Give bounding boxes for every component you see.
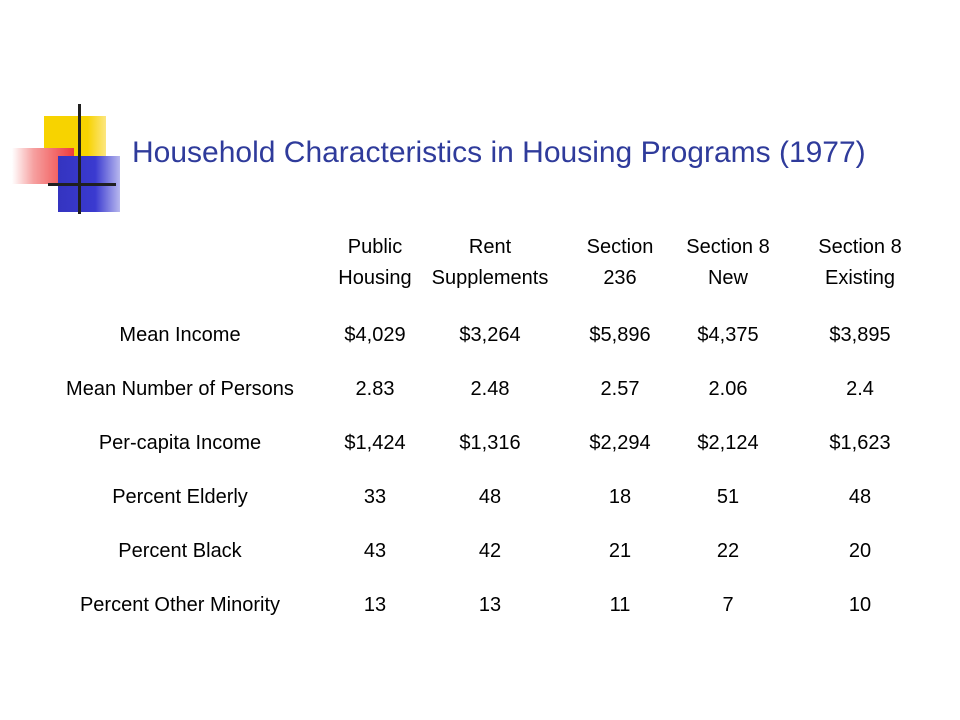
column-header-line1: Rent (468, 236, 512, 258)
table-cell: 48 (848, 486, 872, 508)
column-header-section-8-new: Section 8 New (668, 232, 788, 294)
table-cell: 13 (478, 594, 502, 616)
table-cell: $4,375 (697, 324, 759, 346)
table-cell: 42 (478, 540, 502, 562)
table-cell: $3,895 (829, 324, 891, 346)
column-header-rent-supplements: Rent Supplements (420, 232, 560, 294)
column-header-line1: Section 8 (686, 236, 770, 258)
column-header-line2: New (707, 267, 748, 289)
column-header-line2: Supplements (431, 267, 549, 289)
table-cell: 20 (848, 540, 872, 562)
decor-vertical-line (78, 104, 81, 214)
table-cell: 48 (478, 486, 502, 508)
column-header-public-housing: Public Housing (320, 232, 430, 294)
table-cell: $2,294 (589, 432, 651, 454)
table-cell: $4,029 (344, 324, 406, 346)
table-cell: 33 (363, 486, 387, 508)
table-cell: $1,424 (344, 432, 406, 454)
column-header-line1: Public (347, 236, 403, 258)
table-cell: 2.57 (600, 378, 640, 400)
column-header-line1: Section 8 (818, 236, 902, 258)
table-cell: $5,896 (589, 324, 651, 346)
table-cell: 2.06 (708, 378, 748, 400)
table-cell: 10 (848, 594, 872, 616)
decor-horizontal-line (48, 183, 116, 186)
table-cell: 43 (363, 540, 387, 562)
table-cell: 7 (722, 594, 734, 616)
column-header-section-236: Section 236 (570, 232, 670, 294)
table-cell: 13 (363, 594, 387, 616)
table-cell: 22 (716, 540, 740, 562)
column-header-line2: Housing (338, 267, 412, 289)
column-header-line2: Existing (824, 267, 896, 289)
column-header-line2: 236 (603, 267, 637, 289)
table-cell: 51 (716, 486, 740, 508)
column-header-line1: Section (586, 236, 654, 258)
table-cell: $2,124 (697, 432, 759, 454)
table-cell: 21 (608, 540, 632, 562)
table-cell: 2.48 (470, 378, 510, 400)
table-cell: $1,623 (829, 432, 891, 454)
row-label: Per-capita Income (98, 432, 262, 454)
column-header-section-8-existing: Section 8 Existing (790, 232, 930, 294)
table-cell: 2.4 (846, 378, 874, 400)
row-label: Mean Income (119, 324, 241, 346)
row-label: Percent Other Minority (79, 594, 281, 616)
row-label: Percent Elderly (112, 486, 248, 508)
table-cell: $3,264 (459, 324, 521, 346)
table-cell: 18 (608, 486, 632, 508)
row-label: Mean Number of Persons (66, 378, 294, 400)
table-cell: 2.83 (355, 378, 395, 400)
table-cell: 11 (609, 594, 631, 616)
table-cell: $1,316 (459, 432, 521, 454)
row-label: Percent Black (118, 540, 242, 562)
slide-title: Household Characteristics in Housing Pro… (132, 136, 866, 169)
